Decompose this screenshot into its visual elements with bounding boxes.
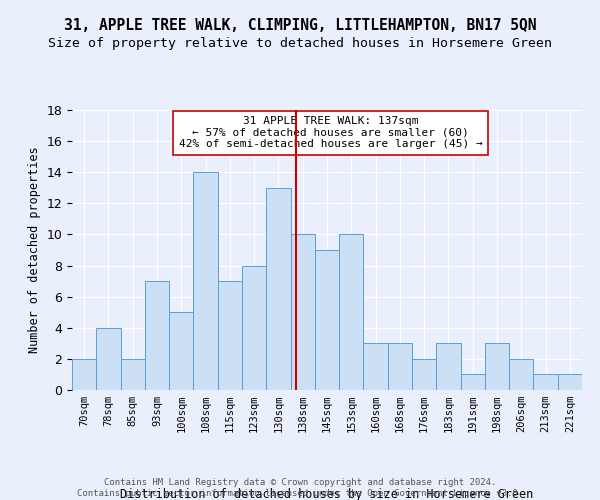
X-axis label: Distribution of detached houses by size in Horsemere Green: Distribution of detached houses by size … (121, 488, 533, 500)
Bar (509, 359, 533, 390)
Bar (461, 374, 485, 390)
Text: 31 APPLE TREE WALK: 137sqm
← 57% of detached houses are smaller (60)
42% of semi: 31 APPLE TREE WALK: 137sqm ← 57% of deta… (179, 116, 482, 150)
Bar (121, 359, 145, 390)
Bar (193, 172, 218, 390)
Bar (145, 281, 169, 390)
Bar (290, 234, 315, 390)
Y-axis label: Number of detached properties: Number of detached properties (28, 146, 41, 354)
Bar (218, 281, 242, 390)
Bar (436, 344, 461, 390)
Bar (485, 344, 509, 390)
Bar (315, 250, 339, 390)
Bar (96, 328, 121, 390)
Text: Size of property relative to detached houses in Horsemere Green: Size of property relative to detached ho… (48, 38, 552, 51)
Bar (364, 344, 388, 390)
Bar (533, 374, 558, 390)
Bar (242, 266, 266, 390)
Bar (169, 312, 193, 390)
Text: 31, APPLE TREE WALK, CLIMPING, LITTLEHAMPTON, BN17 5QN: 31, APPLE TREE WALK, CLIMPING, LITTLEHAM… (64, 18, 536, 32)
Text: Contains HM Land Registry data © Crown copyright and database right 2024.
Contai: Contains HM Land Registry data © Crown c… (77, 478, 523, 498)
Bar (558, 374, 582, 390)
Bar (72, 359, 96, 390)
Bar (388, 344, 412, 390)
Bar (339, 234, 364, 390)
Bar (266, 188, 290, 390)
Bar (412, 359, 436, 390)
